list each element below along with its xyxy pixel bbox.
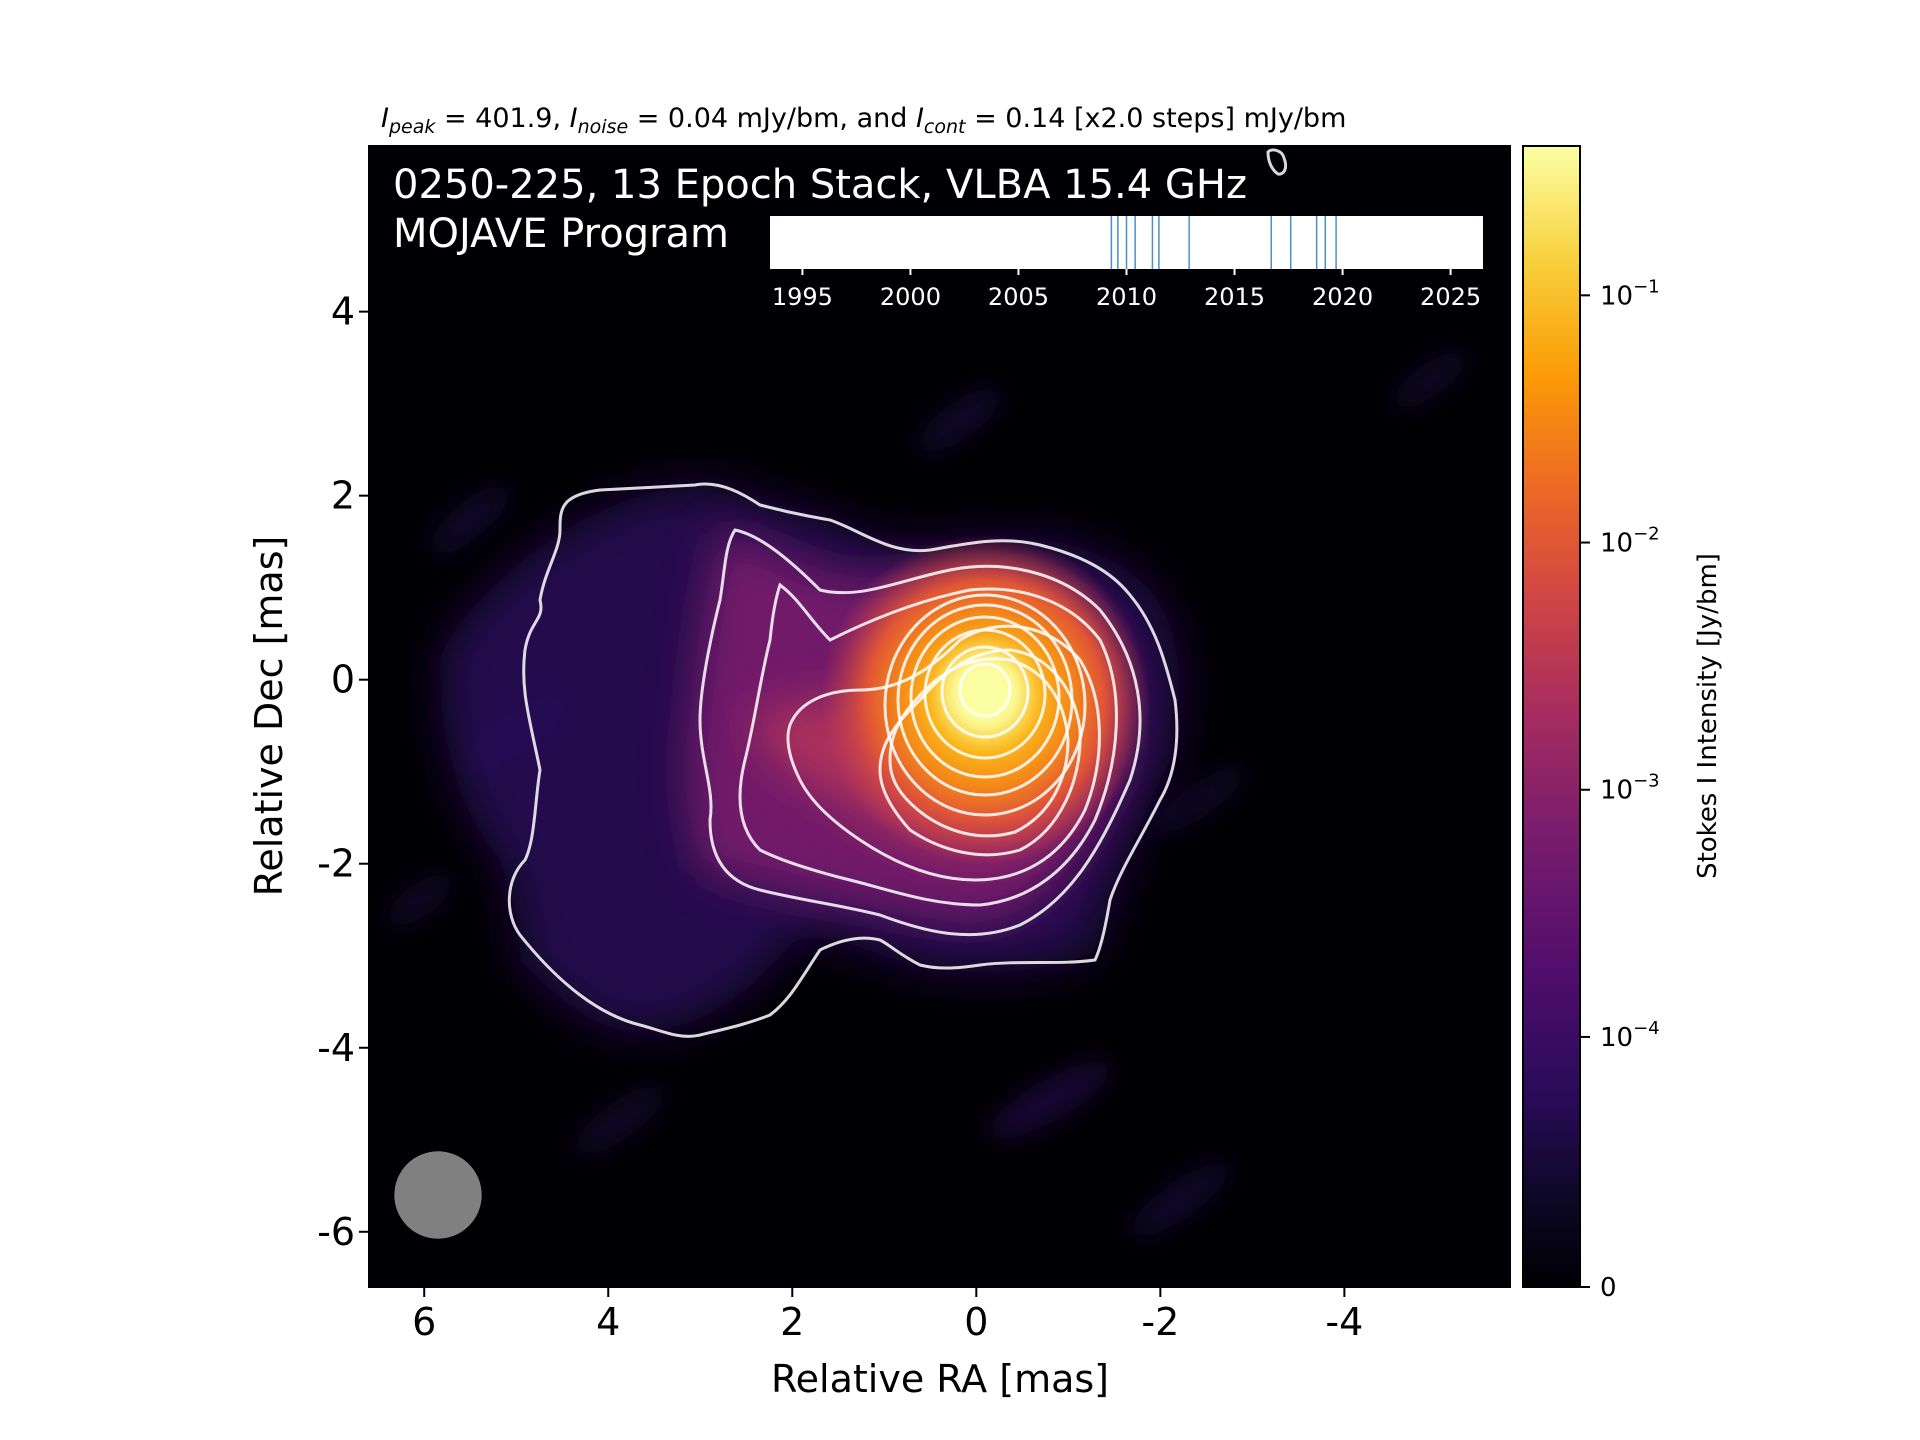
title-line-2: MOJAVE Program — [393, 211, 729, 257]
timeline-tick-label: 2015 — [1204, 283, 1265, 311]
y-tick-label: -6 — [317, 1210, 355, 1254]
contour-level-2 — [698, 528, 1142, 937]
x-axis-label: Relative RA [mas] — [771, 1357, 1109, 1401]
colorbar-tick-label: 10−3 — [1600, 771, 1660, 806]
contour-level-4 — [786, 624, 1101, 882]
plot-frame — [368, 145, 1511, 1288]
beam-ellipse — [394, 1151, 482, 1239]
contour-level-11 — [940, 645, 1030, 739]
timeline-tick-label: 2025 — [1420, 283, 1481, 311]
timeline-tick-label: 2005 — [988, 283, 1049, 311]
colorbar-tick-label: 0 — [1600, 1273, 1617, 1303]
image-plot — [368, 145, 1511, 1288]
colorbar-label: Stokes I Intensity [Jy/bm] — [1693, 553, 1723, 879]
contour-level-10 — [923, 628, 1047, 760]
contours — [507, 148, 1288, 1038]
epoch-timeline: 1995 2000 2005 2010 2015 2020 2025 — [770, 216, 1483, 311]
contour-level-7 — [883, 593, 1087, 817]
contour-level-3 — [738, 582, 1118, 907]
y-tick-label: 0 — [331, 658, 355, 702]
timeline-tick-label: 1995 — [772, 283, 833, 311]
x-axis: 6 4 2 0 -2 -4 — [412, 1287, 1363, 1344]
y-axis: 4 2 0 -2 -4 -6 — [317, 290, 369, 1254]
timeline-tick-label: 2010 — [1096, 283, 1157, 311]
colorbar-tick-label: 10−2 — [1600, 524, 1660, 559]
timeline-tick-label: 2000 — [880, 283, 941, 311]
colorbar-tick-label: 10−4 — [1600, 1018, 1660, 1053]
timeline-tick-label: 2020 — [1312, 283, 1373, 311]
x-tick-label: -4 — [1325, 1300, 1363, 1344]
x-tick-label: 6 — [412, 1300, 436, 1344]
y-tick-label: 2 — [331, 474, 355, 518]
title-line-1: 0250-225, 13 Epoch Stack, VLBA 15.4 GHz — [393, 162, 1247, 208]
contour-level-1 — [507, 482, 1179, 1038]
x-tick-label: -2 — [1141, 1300, 1179, 1344]
colorbar-gradient — [1522, 145, 1581, 1288]
contour-level-13 — [1266, 148, 1288, 176]
plot-title: 0250-225, 13 Epoch Stack, VLBA 15.4 GHz … — [393, 162, 1247, 257]
y-tick-label: -2 — [317, 842, 355, 886]
source-emission — [440, 484, 1179, 1032]
y-tick-label: -4 — [317, 1026, 355, 1070]
contour-level-9 — [909, 615, 1061, 779]
colorbar-tick-label: 10−1 — [1600, 276, 1660, 311]
colorbar: 10−1 10−2 10−3 10−4 0 Stokes I Intensity [Jy… — [1522, 145, 1723, 1303]
x-tick-label: 4 — [596, 1300, 620, 1344]
contour-level-8 — [896, 603, 1074, 797]
x-tick-label: 2 — [780, 1300, 804, 1344]
x-tick-label: 0 — [964, 1300, 988, 1344]
contour-level-5 — [878, 648, 1082, 857]
chart-subtitle: Ipeak = 401.9, Inoise = 0.04 mJy/bm, and… — [381, 103, 1346, 138]
contour-level-12 — [958, 662, 1012, 718]
y-tick-label: 4 — [331, 290, 355, 334]
y-axis-label: Relative Dec [mas] — [247, 536, 291, 897]
